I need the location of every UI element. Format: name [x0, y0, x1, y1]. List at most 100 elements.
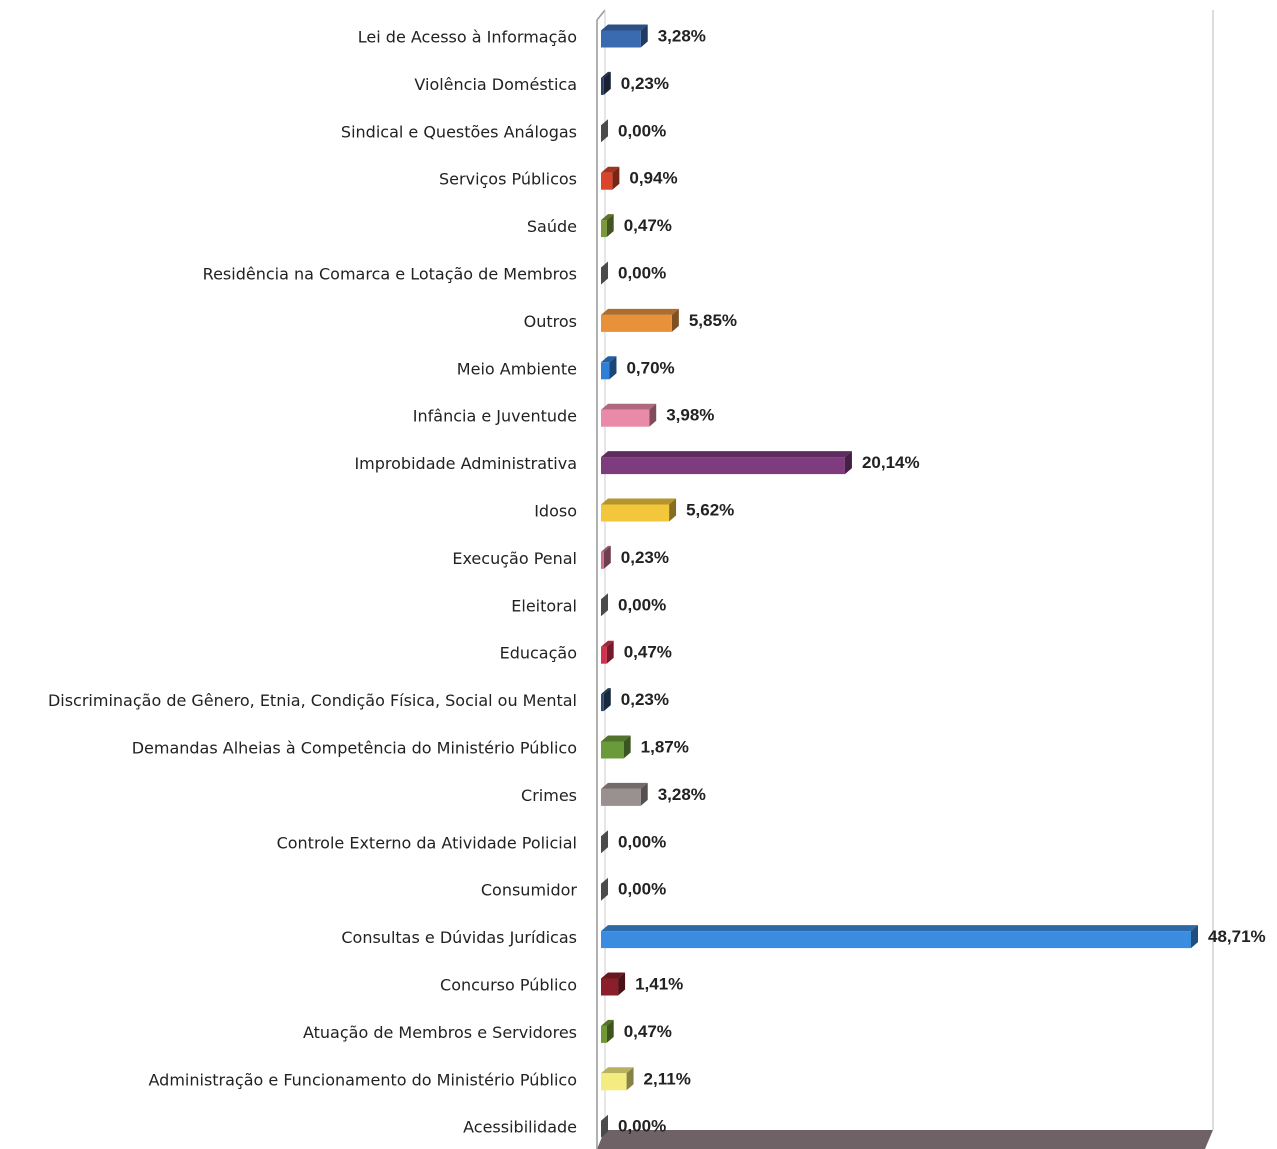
floor [597, 1130, 1213, 1149]
category-label: Controle Externo da Atividade Policial [277, 833, 577, 852]
value-label: 5,62% [686, 500, 734, 519]
bar-top [601, 925, 1198, 932]
category-label: Infância e Juventude [413, 407, 577, 426]
category-label: Idoso [534, 502, 577, 521]
bar-side [671, 308, 679, 332]
category-label: Discriminação de Gênero, Etnia, Condição… [48, 691, 577, 710]
bar [601, 646, 607, 664]
bar-side [640, 24, 648, 48]
category-label: Administração e Funcionamento do Ministé… [149, 1070, 578, 1089]
value-label: 3,28% [658, 785, 706, 804]
category-label: Saúde [527, 217, 577, 236]
category-label: Concurso Público [440, 976, 577, 995]
bar-side [601, 877, 608, 901]
category-label: Execução Penal [452, 549, 577, 568]
category-label: Consultas e Dúvidas Jurídicas [341, 928, 577, 947]
bar [601, 504, 670, 522]
bar [601, 551, 604, 569]
bar-top [601, 71, 611, 78]
bar [601, 931, 1191, 949]
bar-side [601, 1114, 608, 1138]
bar-side [626, 1067, 634, 1091]
bar-top [601, 356, 617, 363]
bar-top [601, 451, 852, 458]
bar-side [603, 71, 611, 95]
category-label: Atuação de Membros e Servidores [303, 1023, 577, 1042]
value-label: 1,41% [635, 974, 683, 993]
bar [601, 741, 624, 759]
value-label: 48,71% [1208, 927, 1266, 946]
bar-side [601, 119, 608, 143]
bar [601, 30, 641, 48]
bar-side [601, 593, 608, 617]
bar-top [601, 640, 614, 647]
bar-top [601, 308, 679, 315]
bar [601, 1073, 627, 1091]
value-label: 0,00% [618, 1117, 666, 1136]
value-label: 0,00% [618, 595, 666, 614]
category-label: Meio Ambiente [457, 359, 577, 378]
bar-side [640, 782, 648, 806]
back-wall-top [596, 9, 606, 21]
bar-side [609, 356, 617, 380]
value-label: 0,23% [621, 548, 669, 567]
value-label: 3,28% [658, 26, 706, 45]
value-label: 20,14% [862, 453, 920, 472]
category-label: Violência Doméstica [414, 75, 577, 94]
bar-side [603, 688, 611, 712]
category-label: Serviços Públicos [439, 170, 577, 189]
bar-side [612, 166, 620, 190]
bar-top [601, 782, 648, 789]
bar [601, 172, 613, 190]
category-label: Sindical e Questões Análogas [341, 122, 577, 141]
bar-top [601, 1019, 614, 1026]
bar-top [601, 735, 631, 742]
bar [601, 978, 619, 996]
bar-side [1191, 925, 1198, 949]
bar [601, 1025, 607, 1043]
bar-side [606, 1019, 614, 1043]
value-label: 0,00% [618, 263, 666, 282]
bar-side [601, 830, 608, 854]
bar-top [601, 688, 611, 695]
bar-side [649, 403, 657, 427]
bar [601, 409, 650, 427]
bar-side [601, 261, 608, 285]
bar [601, 314, 672, 332]
bar-side [618, 972, 626, 996]
value-label: 0,00% [618, 880, 666, 899]
value-label: 0,47% [624, 216, 672, 235]
bar-top [601, 403, 657, 410]
category-label: Improbidade Administrativa [354, 454, 577, 473]
category-label: Outros [524, 312, 577, 331]
bar-top [601, 24, 648, 31]
bar-top [601, 166, 620, 173]
category-label: Demandas Alheias à Competência do Minist… [132, 739, 577, 758]
value-label: 0,70% [626, 358, 674, 377]
bar [601, 694, 604, 712]
category-label: Consumidor [481, 881, 578, 900]
bar-side [606, 214, 614, 238]
category-label: Acessibilidade [463, 1118, 577, 1137]
bar [601, 788, 641, 806]
category-label: Residência na Comarca e Lotação de Membr… [203, 265, 577, 284]
value-label: 0,94% [629, 169, 677, 188]
category-label: Crimes [521, 786, 577, 805]
bar-top [601, 545, 611, 552]
bar-top [601, 498, 677, 505]
value-label: 0,00% [618, 121, 666, 140]
bar [601, 220, 607, 238]
value-label: 0,00% [618, 832, 666, 851]
value-label: 0,23% [621, 690, 669, 709]
bar-top [601, 1067, 634, 1074]
bar-side [669, 498, 677, 522]
category-label: Educação [500, 644, 577, 663]
value-label: 3,98% [666, 406, 714, 425]
value-label: 0,47% [624, 643, 672, 662]
bar-side [603, 545, 611, 569]
bar-side [606, 640, 614, 664]
value-label: 2,11% [644, 1069, 691, 1088]
value-label: 0,47% [624, 1022, 672, 1041]
bar [601, 362, 610, 380]
value-label: 1,87% [641, 737, 689, 756]
